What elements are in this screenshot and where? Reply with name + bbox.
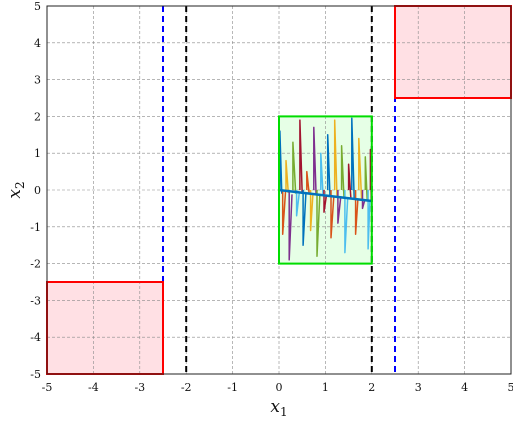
- trajectory-15: [330, 190, 335, 239]
- x-tick-label-5: 0: [276, 381, 283, 394]
- plot-frame: [46, 5, 512, 375]
- x-tick-label-6: 1: [322, 381, 329, 394]
- trajectory-4: [292, 141, 297, 194]
- trajectory-22: [354, 190, 359, 235]
- x-axis-label-subscript: 1: [280, 405, 288, 419]
- trajectory-9: [309, 190, 314, 232]
- x-tick-labels: -5 -4 -3 -2 -1 0 1 2 3 4 5: [42, 381, 513, 394]
- y-tick-label-2: -3: [30, 294, 41, 307]
- unsafe-region-fill-1: [395, 6, 511, 98]
- x-tick-label-1: -4: [88, 381, 99, 394]
- x-axis-label: x1: [270, 397, 287, 419]
- y-tick-label-10: 5: [34, 0, 41, 13]
- trajectory-5: [295, 190, 301, 217]
- trajectory-24: [361, 190, 366, 210]
- x-tick-label-7: 2: [368, 381, 375, 394]
- trajectory-12: [320, 152, 324, 196]
- y-tick-label-7: 2: [34, 110, 41, 123]
- y-tick-label-9: 4: [34, 37, 41, 50]
- y-tick-labels: -5 -4 -3 -2 -1 0 1 2 3 4 5: [30, 0, 41, 381]
- y-tick-label-1: -4: [30, 331, 41, 344]
- trajectory-10: [313, 126, 317, 195]
- trajectory-mean-line: [278, 188, 372, 203]
- x-tick-label-4: -1: [227, 381, 238, 394]
- y-tick-label-8: 3: [34, 74, 41, 87]
- y-tick-label-6: 1: [34, 147, 41, 160]
- trajectory-20: [347, 163, 352, 199]
- trajectory-7: [302, 190, 307, 246]
- trajectory-18: [340, 145, 345, 198]
- unsafe-region-fill-0: [47, 282, 163, 374]
- trajectory-25: [364, 156, 368, 201]
- x-tick-label-10: 5: [508, 381, 513, 394]
- y-tick-label-0: -5: [30, 368, 41, 381]
- initial-region-edge-2: [278, 115, 373, 265]
- trajectory-19: [344, 190, 349, 254]
- trajectory-26: [367, 190, 371, 250]
- y-tick-label-3: -2: [30, 258, 41, 271]
- trajectories: [278, 117, 373, 261]
- trajectory-8: [306, 170, 310, 195]
- x-axis-label-main: x: [270, 397, 280, 417]
- x-tick-label-2: -3: [134, 381, 145, 394]
- trajectory-1: [281, 190, 287, 235]
- trajectory-17: [337, 190, 342, 224]
- x-tick-label-8: 3: [415, 381, 422, 394]
- x-tick-label-0: -5: [42, 381, 53, 394]
- trajectory-14: [326, 134, 331, 197]
- trajectory-21: [351, 117, 355, 199]
- trajectory-13: [323, 190, 328, 213]
- y-axis-label: x2: [5, 181, 27, 198]
- x-tick-label-3: -2: [181, 381, 192, 394]
- y-tick-label-5: 0: [34, 184, 41, 197]
- trajectory-23: [358, 137, 363, 200]
- x-tick-label-9: 4: [461, 381, 468, 394]
- trajectory-6: [299, 119, 303, 194]
- y-tick-label-4: -1: [30, 221, 41, 234]
- trajectory-2: [285, 159, 290, 193]
- y-axis-label-main: x: [5, 189, 25, 199]
- trajectory-16: [333, 119, 338, 198]
- trajectory-3: [288, 190, 293, 261]
- trajectory-11: [316, 190, 321, 257]
- y-axis-label-subscript: 2: [13, 181, 27, 189]
